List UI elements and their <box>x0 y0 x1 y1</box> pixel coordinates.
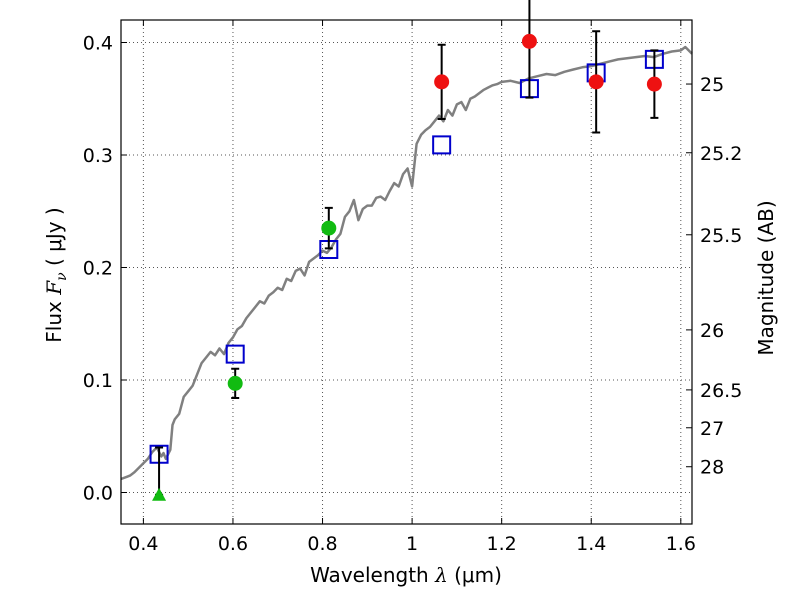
x-tick-label: 0.6 <box>218 533 248 555</box>
model-square <box>432 135 452 155</box>
upper-limit-triangle <box>152 487 167 501</box>
spectrum-line <box>120 45 693 481</box>
x-tick-label: 1.2 <box>487 533 517 555</box>
y-tick-label: 0.0 <box>83 483 113 505</box>
y2-tick-label: 26.5 <box>700 380 742 402</box>
y-axis-title: Flux Fν ( μJy ) <box>42 207 70 342</box>
observed-point-red <box>588 74 604 90</box>
y-tick-label: 0.1 <box>83 370 113 392</box>
data-points <box>149 0 664 501</box>
x-tick-label: 1 <box>406 533 418 555</box>
grid <box>121 20 692 524</box>
tick-labels: 0.4 0.6 0.8 1 1.2 1.4 1.6 0.0 0.1 0.2 0.3 0.4 25 25.2… <box>83 33 743 556</box>
observed-point-green <box>227 375 243 391</box>
y-tick-label: 0.2 <box>83 258 113 280</box>
x-tick-label: 1.6 <box>666 533 696 555</box>
axes <box>120 19 693 525</box>
y-tick-label: 0.3 <box>83 145 113 167</box>
x-tick-label: 1.4 <box>576 533 606 555</box>
plot-frame <box>120 19 693 525</box>
observed-point-green <box>321 220 337 236</box>
model-square <box>225 344 245 364</box>
observed-point-red <box>521 33 537 49</box>
y2-tick-label: 27 <box>700 418 724 440</box>
x-axis-title: Wavelength λ (μm) <box>310 563 502 587</box>
y2-tick-label: 25.5 <box>700 225 742 247</box>
y-tick-label: 0.4 <box>83 33 113 55</box>
observed-point-red <box>434 74 450 90</box>
y2-tick-label: 28 <box>700 457 724 479</box>
x-tick-label: 0.8 <box>307 533 337 555</box>
template-spectrum <box>120 45 693 481</box>
y2-tick-label: 25 <box>700 74 724 96</box>
y2-tick-label: 25.2 <box>700 143 742 165</box>
y2-axis-title: Magnitude (AB) <box>754 200 778 355</box>
observed-point-red <box>646 76 662 92</box>
x-tick-label: 0.4 <box>128 533 158 555</box>
y2-tick-label: 26 <box>700 320 724 342</box>
